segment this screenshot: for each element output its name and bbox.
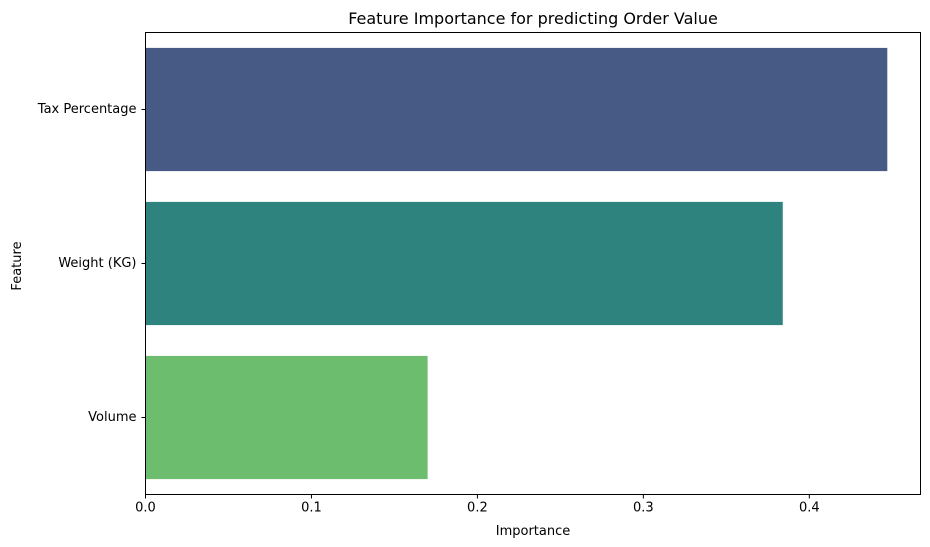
x-axis-label: Importance	[496, 524, 571, 539]
bar-weight-kg	[145, 201, 783, 326]
x-tick-label: 0.4	[799, 501, 820, 516]
y-tick-label: Weight (KG)	[58, 256, 136, 271]
x-tick-label: 0.3	[633, 501, 654, 516]
chart-title: Feature Importance for predicting Order …	[348, 9, 718, 28]
x-tick-label: 0.0	[135, 501, 156, 516]
x-tick-label: 0.2	[467, 501, 488, 516]
bar-tax-percentage	[145, 47, 888, 172]
x-tick-label: 0.1	[301, 501, 322, 516]
bars-group	[145, 47, 888, 480]
x-axis: 0.0 0.1 0.2 0.3 0.4	[135, 494, 820, 516]
y-axis-label: Feature	[10, 241, 25, 290]
y-axis: Tax Percentage Weight (KG) Volume	[37, 102, 146, 425]
bar-volume	[145, 355, 428, 480]
y-tick-label: Tax Percentage	[37, 102, 137, 117]
y-tick-label: Volume	[88, 410, 136, 425]
